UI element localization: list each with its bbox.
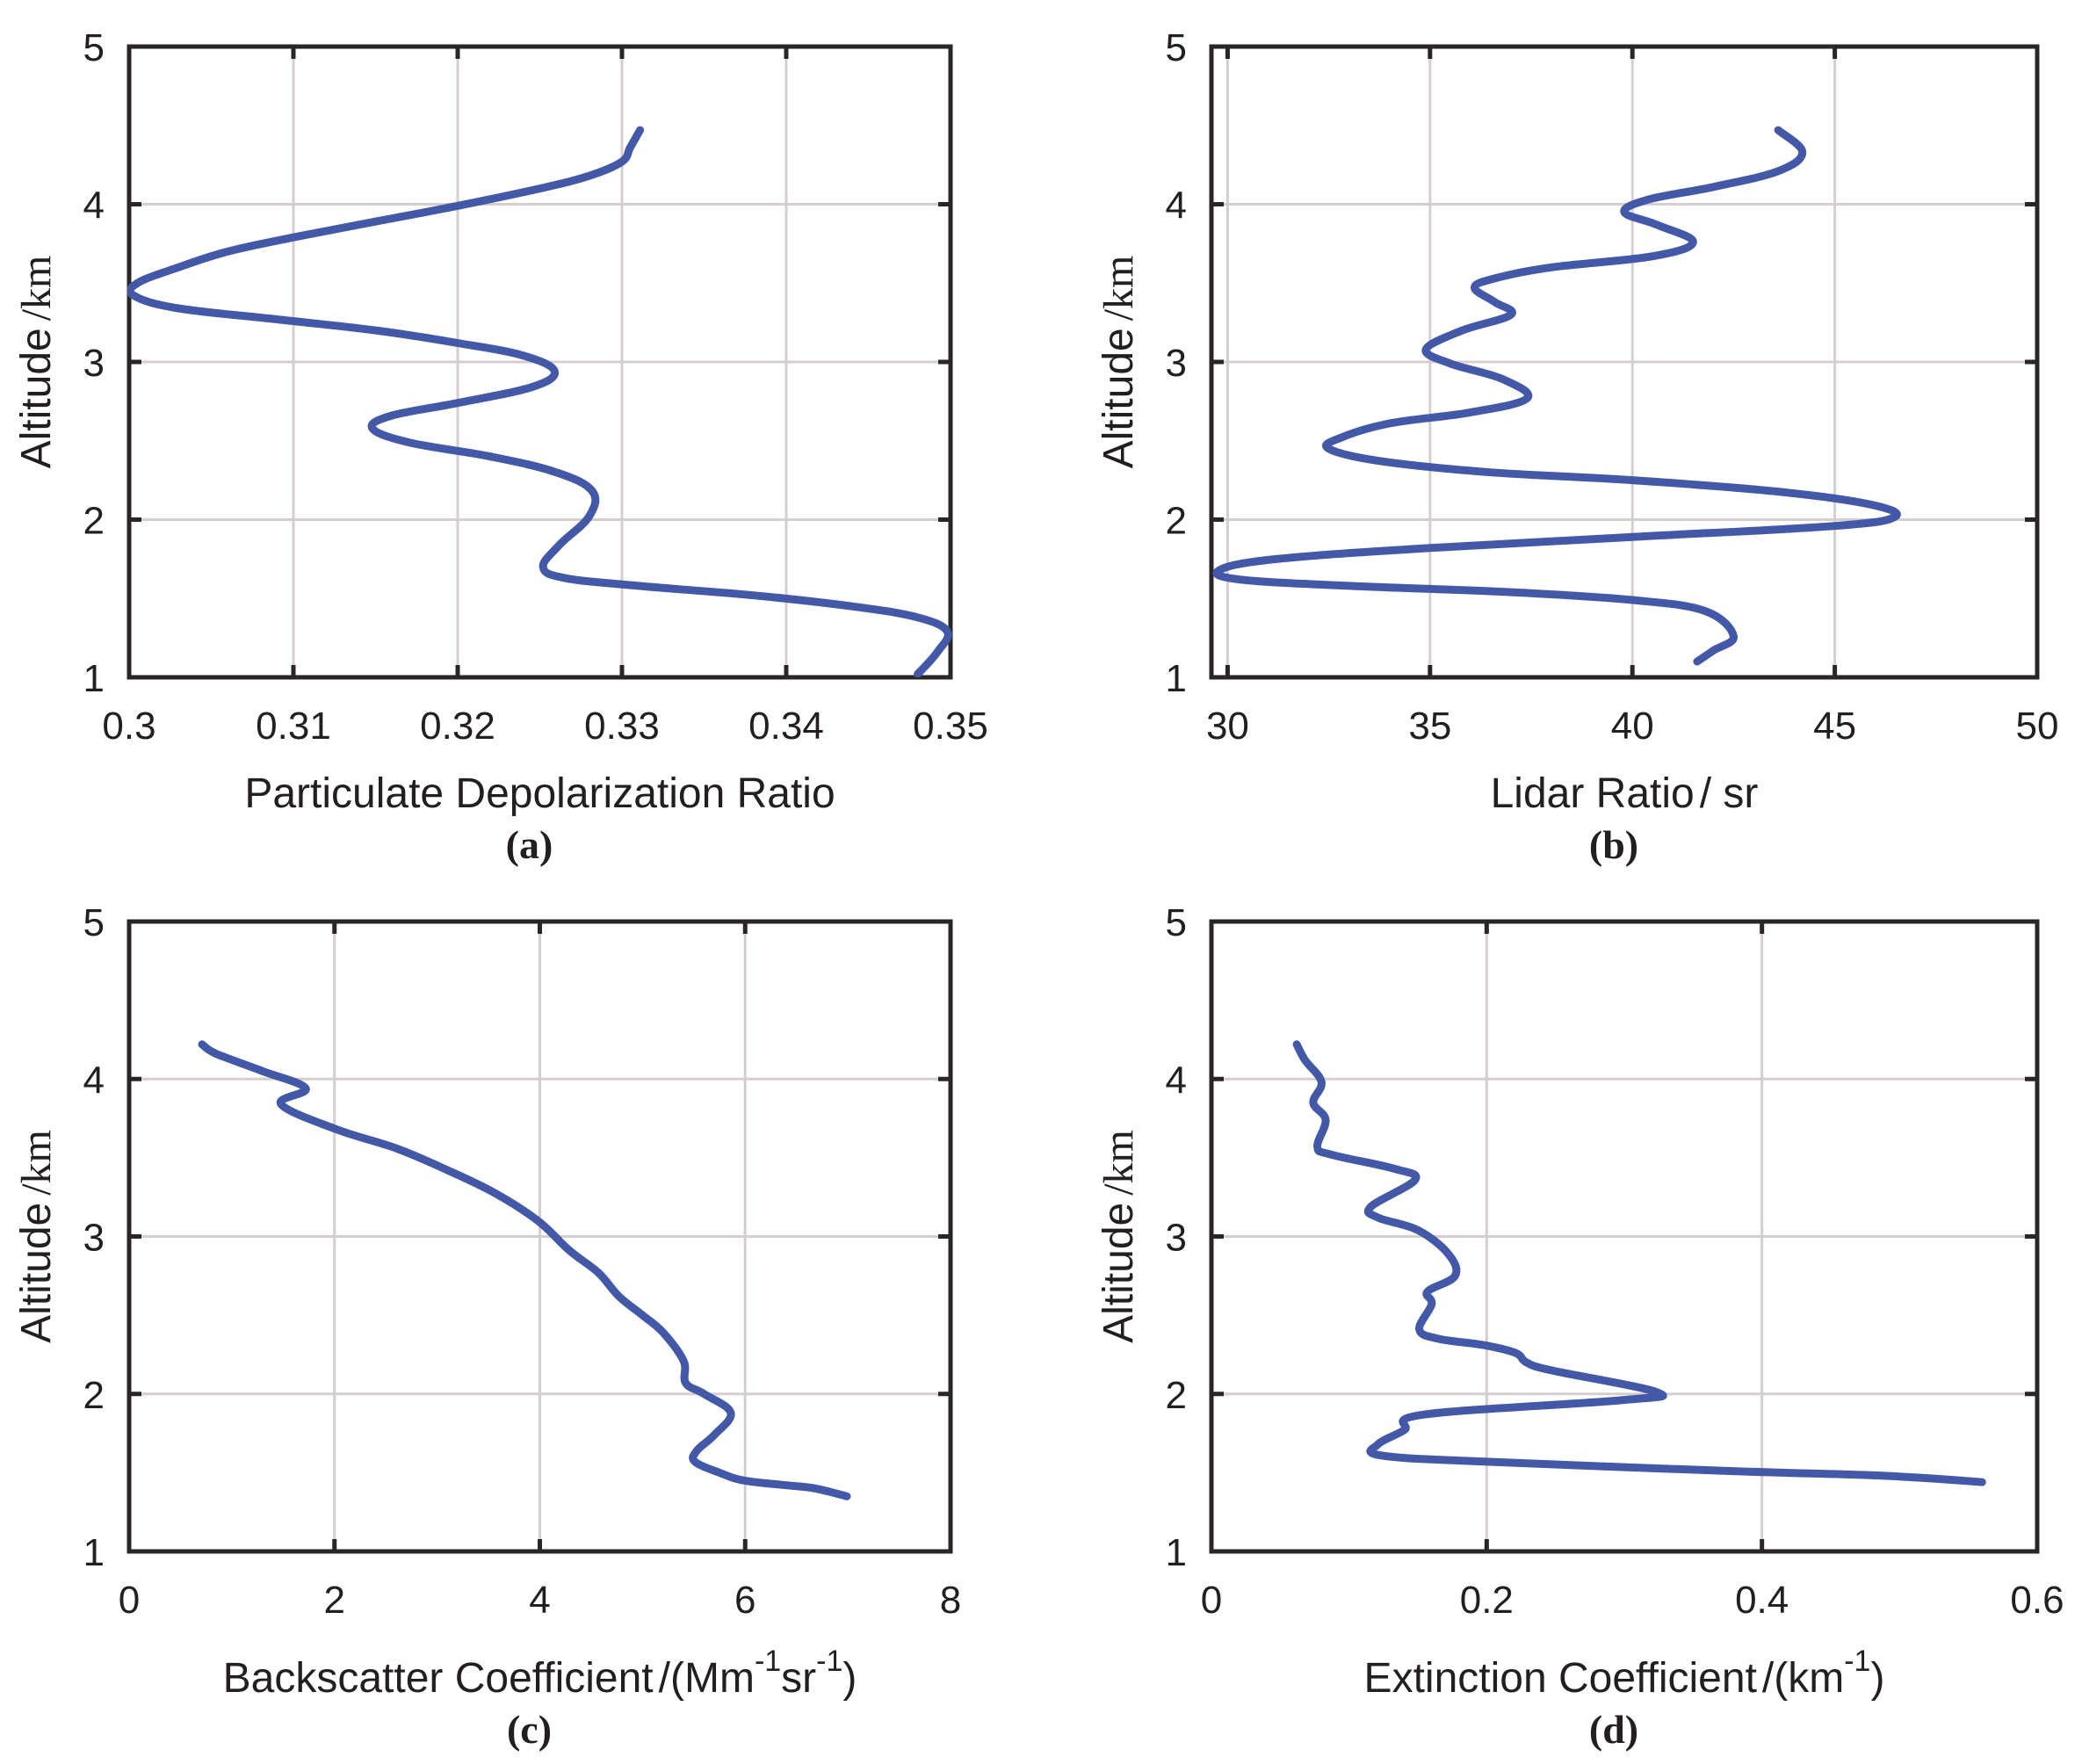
x-axis-label-main: Backscatter Coefficient: [223, 1655, 654, 1702]
x-tick-label: 0.6: [2010, 1579, 2064, 1622]
x-axis-label-close: ): [1870, 1655, 1884, 1702]
x-tick-label: 45: [1813, 705, 1856, 748]
y-tick-label: 3: [1166, 342, 1187, 385]
x-tick-label: 4: [529, 1579, 550, 1622]
x-tick-label: 50: [2016, 705, 2059, 748]
y-axis-label: Altitude/km: [13, 256, 60, 469]
x-axis-label-main: Lidar Ratio: [1491, 770, 1695, 817]
y-axis-label-main: Altitude: [13, 328, 60, 468]
y-tick-label: 4: [83, 1059, 105, 1102]
y-tick-label: 4: [1166, 1059, 1187, 1102]
y-tick-label: 2: [83, 1374, 105, 1417]
y-tick-label: 5: [1166, 901, 1187, 944]
y-axis-label: Altitude/km: [1095, 256, 1142, 469]
x-tick-label: 6: [734, 1579, 755, 1622]
x-tick-label: 8: [940, 1579, 961, 1622]
y-axis-label: Altitude/km: [1095, 1130, 1142, 1343]
x-tick-label: 35: [1408, 705, 1451, 748]
x-axis-label: Extinction Coefficient/(km-1): [1364, 1645, 1885, 1702]
x-axis-label-unit: / sr: [1700, 770, 1759, 817]
y-tick-label: 1: [1166, 657, 1187, 700]
x-axis-label-main: Particulate Depolarization Ratio: [244, 770, 835, 817]
panel-d: 0 0.2 0.4 0.6 1 2 3 4 5 Altitude/km Extinction Coe…: [1095, 901, 2064, 1752]
x-axis-label: Lidar Ratio / sr: [1491, 770, 1759, 817]
y-axis-label-main: Altitude: [1095, 328, 1142, 468]
y-tick-label: 1: [83, 1531, 105, 1574]
panel-label: (d): [1589, 1707, 1638, 1752]
panel-label: (a): [506, 822, 553, 867]
x-axis-label-main: Extinction Coefficient: [1364, 1655, 1757, 1702]
y-tick-label: 1: [1166, 1531, 1187, 1574]
x-tick-label: 0: [1201, 1579, 1222, 1622]
x-axis-label-mid: sr: [781, 1655, 816, 1702]
x-axis-label-close: ): [842, 1655, 857, 1702]
series-line-lidar-ratio: [1212, 126, 1901, 666]
y-tick-label: 5: [1166, 26, 1187, 69]
x-tick-label: 40: [1611, 705, 1654, 748]
y-tick-label: 2: [83, 500, 105, 543]
y-tick-label: 5: [83, 26, 105, 69]
x-tick-label: 0.3: [102, 705, 155, 748]
y-axis-label: Altitude/km: [13, 1130, 60, 1343]
panel-label: (c): [507, 1707, 552, 1752]
x-tick-label: 0.4: [1735, 1579, 1789, 1622]
y-tick-label: 5: [83, 901, 105, 944]
panel-label: (b): [1589, 822, 1638, 867]
x-tick-label: 2: [324, 1579, 345, 1622]
series-line-depolarization: [127, 126, 952, 677]
y-axis-label-unit: /km: [1095, 256, 1142, 322]
y-tick-label: 3: [83, 342, 105, 385]
x-tick-label: 0.33: [584, 705, 660, 748]
y-tick-label: 3: [1166, 1217, 1187, 1260]
x-tick-label: 0.35: [913, 705, 988, 748]
x-tick-label: 0: [119, 1579, 140, 1622]
y-tick-label: 2: [1166, 500, 1187, 543]
x-axis-label: Particulate Depolarization Ratio: [244, 770, 835, 817]
y-tick-label: 4: [1166, 184, 1187, 228]
x-tick-label: 0.34: [748, 705, 824, 748]
series-line-extinction: [1292, 1040, 1986, 1486]
x-tick-label: 0.32: [420, 705, 495, 748]
y-axis-label-main: Altitude: [1095, 1203, 1142, 1343]
series-line-backscatter: [198, 1040, 851, 1500]
x-tick-label: 0.31: [256, 705, 331, 748]
x-axis-label-unit: /(Mm: [659, 1655, 755, 1702]
x-tick-label: 30: [1206, 705, 1249, 748]
y-tick-label: 2: [1166, 1374, 1187, 1417]
x-tick-label: 0.2: [1460, 1579, 1514, 1622]
y-axis-label-unit: /km: [13, 256, 60, 322]
x-axis-label-sup: -1: [755, 1645, 781, 1678]
panel-c: 0 2 4 6 8 1 2 3 4 5 Altitude/km Backscatter Coeffic…: [13, 901, 961, 1752]
panel-a: 0.3 0.31 0.32 0.33 0.34 0.35 1 2 3 4 5 Altitude/km P…: [13, 26, 988, 867]
y-tick-label: 4: [83, 184, 105, 228]
y-tick-label: 3: [83, 1217, 105, 1260]
x-axis-label-sup: -1: [816, 1645, 842, 1678]
y-axis-label-unit: /km: [1095, 1130, 1142, 1196]
y-axis-label-unit: /km: [13, 1130, 60, 1196]
x-axis-label-sup: -1: [1844, 1645, 1870, 1678]
y-axis-label-main: Altitude: [13, 1203, 60, 1343]
y-tick-label: 1: [83, 657, 105, 700]
x-axis-label-unit: /(km: [1762, 1655, 1844, 1702]
x-axis-label: Backscatter Coefficient/(Mm-1sr-1): [223, 1645, 857, 1702]
